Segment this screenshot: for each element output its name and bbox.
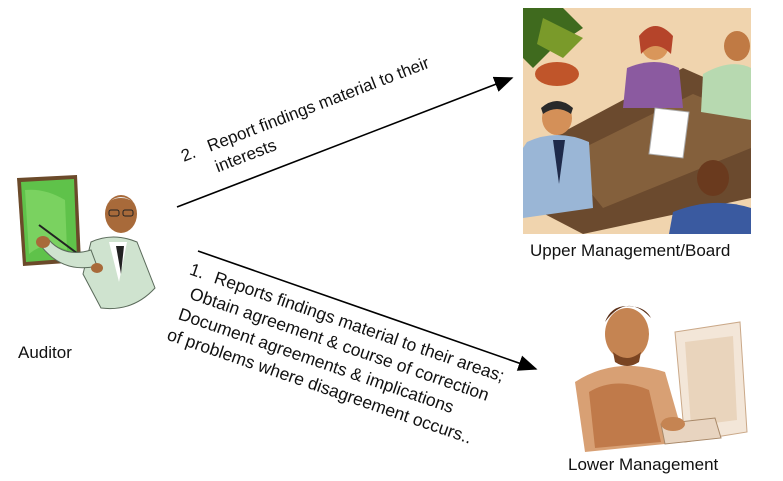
arrow-to-upper-management bbox=[176, 76, 514, 208]
auditor-figure bbox=[5, 170, 185, 320]
lower-management-figure bbox=[565, 292, 750, 452]
presenter-clipart-icon bbox=[17, 175, 156, 310]
arrow-to-lower-management bbox=[197, 250, 538, 371]
auditor-label: Auditor bbox=[18, 343, 72, 362]
lower-management-label: Lower Management bbox=[568, 455, 719, 474]
upper-management-figure bbox=[523, 8, 751, 234]
upper-management-label: Upper Management/Board bbox=[530, 241, 731, 260]
meeting-clipart-icon bbox=[523, 8, 751, 234]
computer-worker-clipart-icon bbox=[575, 305, 748, 452]
